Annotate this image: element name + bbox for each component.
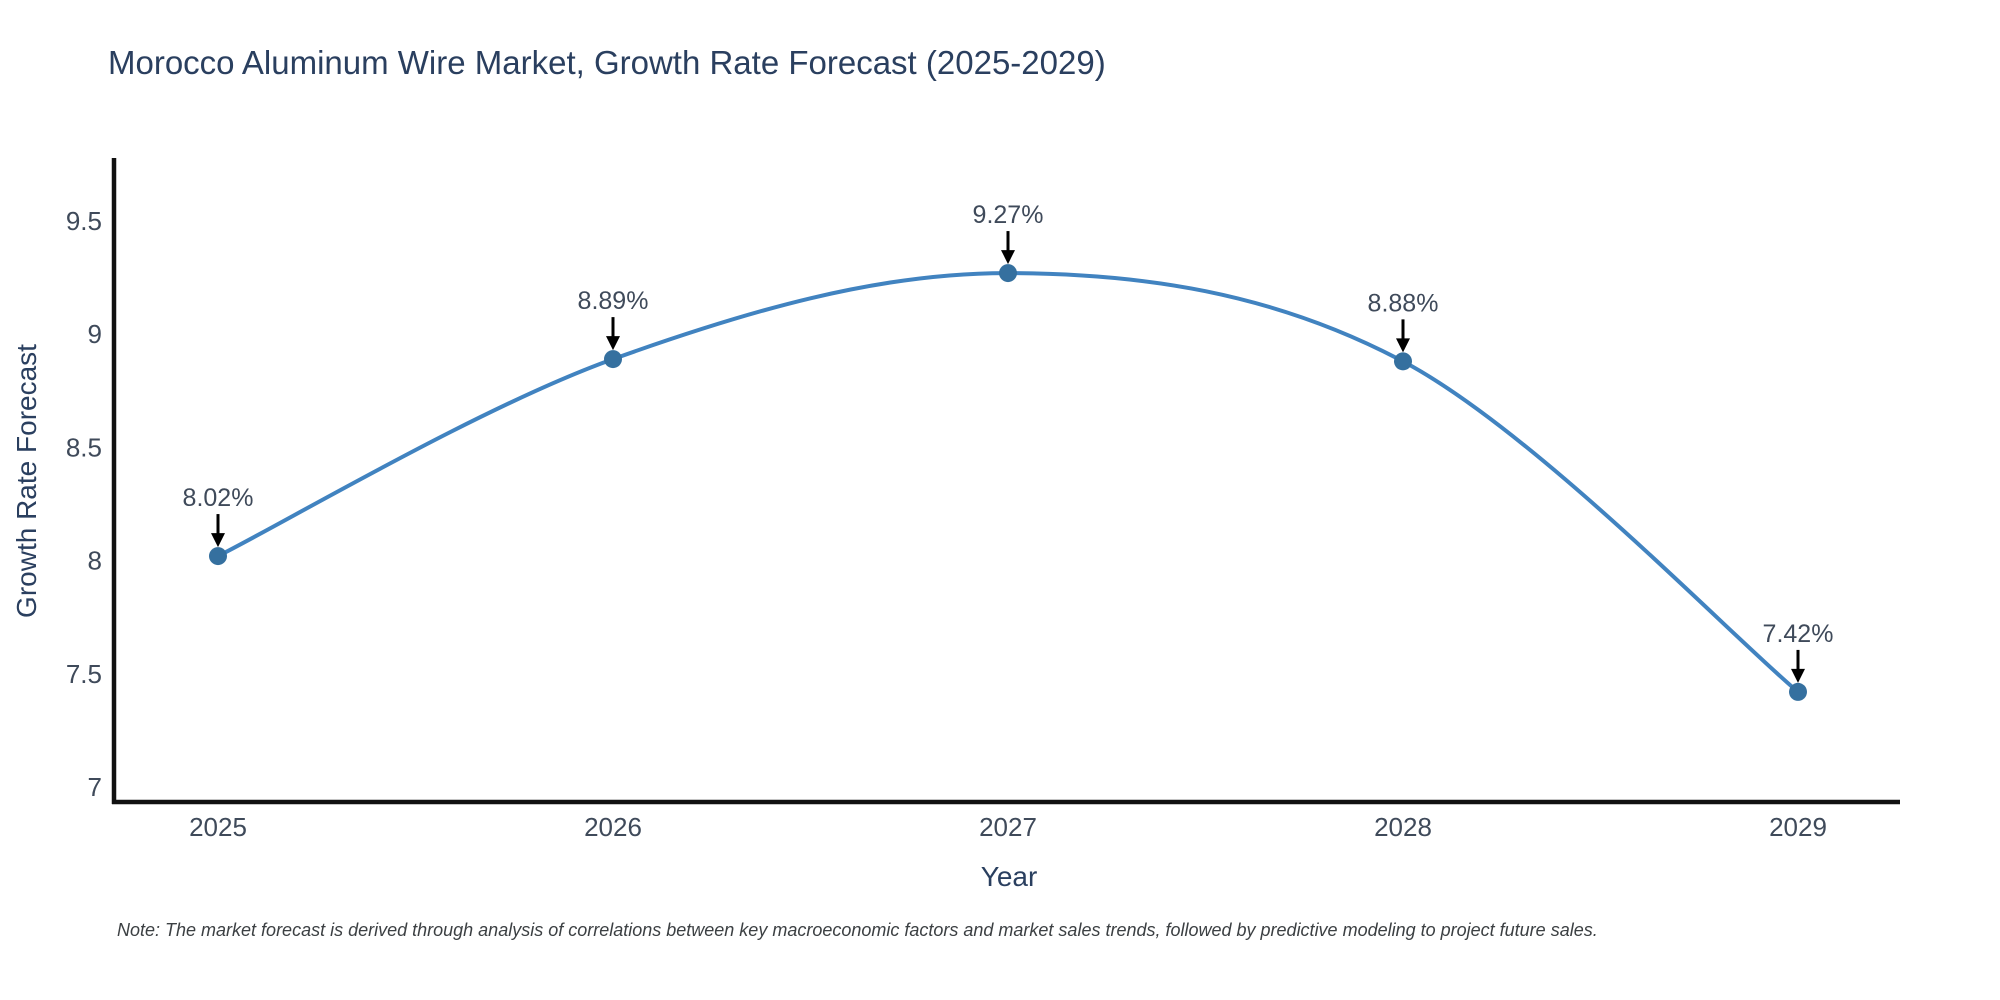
data-point-marker xyxy=(604,350,622,369)
annotation-arrow-head xyxy=(1396,338,1410,353)
x-tick-label: 2029 xyxy=(1769,812,1827,842)
annotation-label: 8.88% xyxy=(1368,289,1439,317)
x-tick-label: 2025 xyxy=(189,812,247,842)
y-tick-label: 7 xyxy=(88,772,102,802)
y-tick-label: 8 xyxy=(88,546,102,576)
x-tick-label: 2026 xyxy=(584,812,642,842)
annotation-arrow-head xyxy=(1791,668,1805,683)
data-point-marker xyxy=(1394,352,1412,371)
footnote: Note: The market forecast is derived thr… xyxy=(117,920,1598,940)
y-tick-label: 7.5 xyxy=(66,659,102,689)
annotation-label: 9.27% xyxy=(973,201,1044,229)
y-axis-title: Growth Rate Forecast xyxy=(11,344,42,618)
x-tick-label: 2027 xyxy=(979,812,1037,842)
y-tick-label: 9 xyxy=(88,319,102,349)
series-line xyxy=(217,271,1800,694)
y-tick-label: 8.5 xyxy=(66,432,102,462)
annotation-arrow-head xyxy=(1001,250,1015,265)
chart-title: Morocco Aluminum Wire Market, Growth Rat… xyxy=(108,44,1106,81)
annotation-label: 8.02% xyxy=(183,484,254,512)
annotation-arrow-head xyxy=(211,533,225,548)
data-point-marker xyxy=(209,547,227,566)
x-tick-label: 2028 xyxy=(1374,812,1432,842)
data-point-marker xyxy=(1789,682,1807,701)
annotation-label: 8.89% xyxy=(578,287,649,315)
annotation-arrow-head xyxy=(606,336,620,351)
data-point-marker xyxy=(999,264,1017,283)
x-axis-title: Year xyxy=(980,861,1038,892)
y-tick-label: 9.5 xyxy=(66,206,102,236)
annotation-label: 7.42% xyxy=(1763,620,1834,648)
